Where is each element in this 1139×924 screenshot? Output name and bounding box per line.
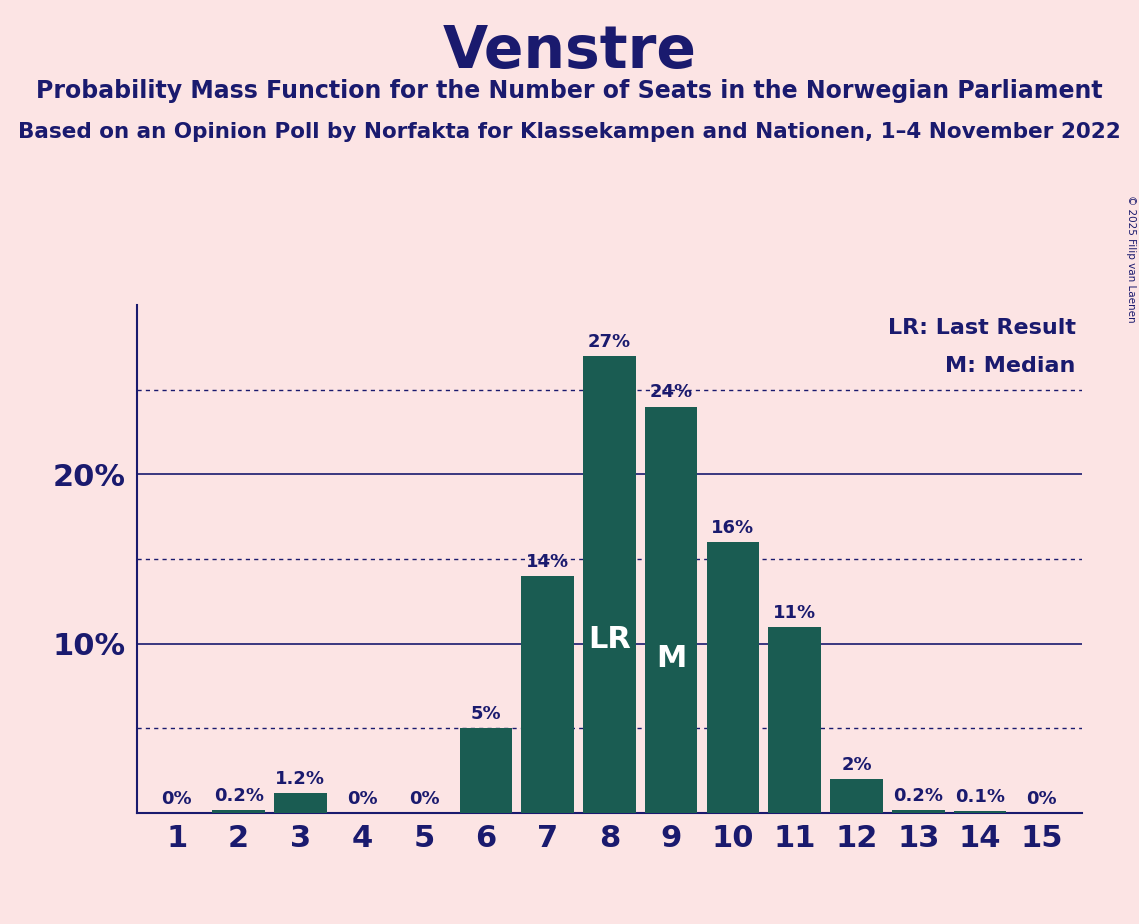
Text: Probability Mass Function for the Number of Seats in the Norwegian Parliament: Probability Mass Function for the Number… (36, 79, 1103, 103)
Text: 0.2%: 0.2% (893, 786, 943, 805)
Bar (583, 356, 636, 813)
Bar (892, 809, 944, 813)
Text: 0.2%: 0.2% (214, 786, 263, 805)
Text: LR: Last Result: LR: Last Result (888, 319, 1076, 338)
Text: 0%: 0% (347, 790, 377, 808)
Text: 14%: 14% (526, 553, 570, 571)
Text: 0.1%: 0.1% (956, 788, 1005, 807)
Text: 0%: 0% (409, 790, 440, 808)
Text: 16%: 16% (712, 519, 754, 537)
Bar (522, 576, 574, 813)
Text: 1.2%: 1.2% (276, 770, 326, 787)
Text: 11%: 11% (773, 603, 817, 622)
Text: 27%: 27% (588, 333, 631, 350)
Text: 0%: 0% (162, 790, 192, 808)
Bar (769, 626, 821, 813)
Text: M: M (656, 644, 687, 673)
Text: 2%: 2% (842, 756, 871, 774)
Text: 5%: 5% (470, 705, 501, 723)
Bar (953, 811, 1007, 813)
Text: Venstre: Venstre (442, 23, 697, 80)
Bar (212, 809, 265, 813)
Bar (645, 407, 697, 813)
Bar (274, 793, 327, 813)
Bar (459, 728, 513, 813)
Text: 0%: 0% (1026, 790, 1057, 808)
Text: M: Median: M: Median (945, 356, 1076, 376)
Text: Based on an Opinion Poll by Norfakta for Klassekampen and Nationen, 1–4 November: Based on an Opinion Poll by Norfakta for… (18, 122, 1121, 142)
Text: LR: LR (588, 625, 631, 654)
Bar (706, 542, 760, 813)
Text: © 2025 Filip van Laenen: © 2025 Filip van Laenen (1126, 195, 1136, 322)
Bar (830, 779, 883, 813)
Text: 24%: 24% (649, 383, 693, 401)
